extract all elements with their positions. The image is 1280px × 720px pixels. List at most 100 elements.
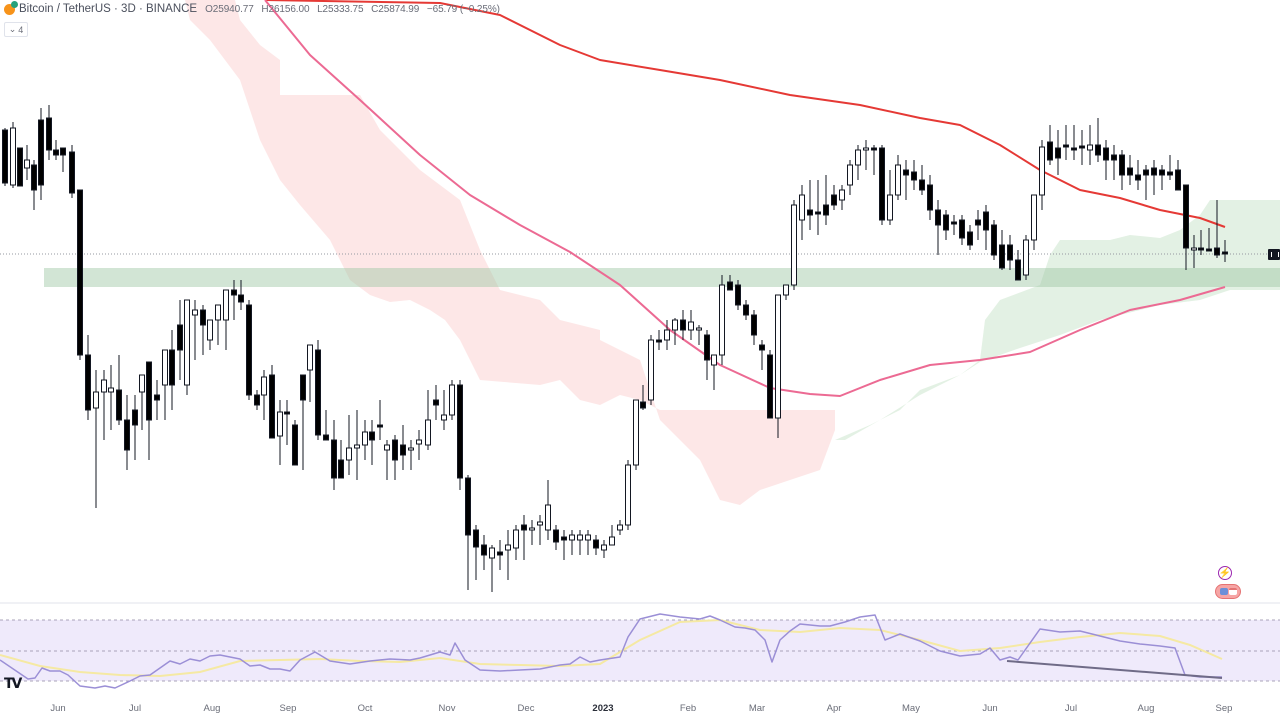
- indicators-toggle-button[interactable]: ⌄ 4: [4, 22, 28, 37]
- candle: [561, 530, 567, 560]
- time-axis-label: Dec: [517, 703, 535, 714]
- us-flag-icon[interactable]: [1215, 584, 1241, 599]
- candle: [315, 340, 321, 440]
- candle: [1103, 140, 1109, 180]
- candle: [384, 440, 390, 480]
- candle: [77, 189, 83, 360]
- candle: [735, 280, 741, 310]
- candle: [751, 310, 757, 345]
- candle: [392, 435, 398, 480]
- candle: [593, 535, 599, 555]
- candle: [640, 385, 646, 410]
- candle: [1222, 240, 1228, 262]
- candle: [688, 310, 694, 340]
- candle: [863, 140, 869, 170]
- candle: [895, 155, 901, 200]
- candle: [545, 480, 551, 540]
- candle: [207, 319, 213, 350]
- candle: [307, 344, 313, 402]
- support-zone: [44, 268, 1280, 287]
- candle: [791, 200, 797, 290]
- candle: [31, 160, 37, 210]
- candle: [975, 210, 981, 240]
- candle: [529, 520, 535, 545]
- candle: [1007, 235, 1013, 270]
- candle: [284, 400, 290, 445]
- candle: [799, 185, 805, 240]
- ohlc-values: O25940.77 H26156.00 L25333.75 C25874.99 …: [205, 4, 505, 15]
- candle: [377, 400, 383, 440]
- candle: [408, 440, 414, 470]
- candle: [1127, 155, 1133, 185]
- candle: [775, 294, 781, 438]
- candle: [625, 460, 631, 530]
- candle: [903, 160, 909, 200]
- candle: [887, 170, 893, 225]
- candle: [1135, 160, 1141, 190]
- candle: [60, 147, 66, 172]
- candle: [521, 515, 527, 560]
- candle: [783, 284, 789, 300]
- time-axis-label: 2023: [592, 703, 614, 714]
- candle: [441, 390, 447, 430]
- candle: [1198, 230, 1204, 255]
- candle: [1079, 130, 1085, 165]
- candle: [617, 520, 623, 535]
- candle: [177, 300, 183, 380]
- ma-long-line: [264, 0, 1226, 228]
- candle: [489, 545, 495, 592]
- symbol-title[interactable]: Bitcoin / TetherUS · 3D · BINANCE: [19, 3, 198, 15]
- candle: [1047, 125, 1053, 165]
- lightning-icon[interactable]: ⚡: [1218, 566, 1232, 580]
- candle: [951, 215, 957, 235]
- candle: [184, 299, 190, 395]
- candle: [425, 390, 431, 450]
- candle: [959, 215, 965, 245]
- candle: [1191, 235, 1197, 268]
- divergence-trendline[interactable]: [1006, 660, 1223, 679]
- candle: [513, 525, 519, 560]
- candle: [680, 310, 686, 340]
- candle: [300, 374, 306, 470]
- candle: [871, 145, 877, 175]
- rsi-line: [0, 613, 1222, 689]
- candle: [17, 147, 23, 187]
- candle: [991, 220, 997, 260]
- high-value: H26156.00: [261, 3, 310, 15]
- time-axis-label: Apr: [826, 703, 842, 714]
- candlestick-series: [2, 105, 1228, 592]
- symbol-legend: Bitcoin / TetherUS · 3D · BINANCE O25940…: [4, 0, 505, 15]
- candle: [711, 354, 717, 390]
- low-value: L25333.75: [317, 3, 364, 15]
- candle: [362, 420, 368, 460]
- candle: [719, 275, 725, 365]
- candle: [1087, 125, 1093, 165]
- candle: [354, 410, 360, 480]
- candle: [192, 300, 198, 360]
- candle: [935, 200, 941, 255]
- candle: [146, 361, 152, 460]
- candle: [727, 275, 733, 291]
- bullish-cloud: [835, 200, 1280, 440]
- time-axis-label: Jun: [50, 703, 66, 714]
- price-label-icon[interactable]: [1268, 249, 1280, 260]
- candle: [497, 540, 503, 570]
- candle: [704, 330, 710, 380]
- bearish-cloud: [185, 0, 835, 505]
- tradingview-logo[interactable]: TV: [4, 676, 22, 692]
- candle: [537, 515, 543, 545]
- candle: [473, 525, 479, 580]
- candle: [1175, 160, 1181, 191]
- time-axis-label: Jun: [982, 703, 998, 714]
- candle: [1055, 130, 1061, 175]
- rsi-band: [0, 620, 1280, 681]
- candle: [743, 300, 749, 320]
- candle: [231, 280, 237, 320]
- candle: [162, 349, 168, 420]
- candle: [823, 175, 829, 225]
- candle: [807, 180, 813, 230]
- rsi-ma-line: [0, 618, 1223, 678]
- candle: [1063, 125, 1069, 160]
- candle: [1159, 165, 1165, 190]
